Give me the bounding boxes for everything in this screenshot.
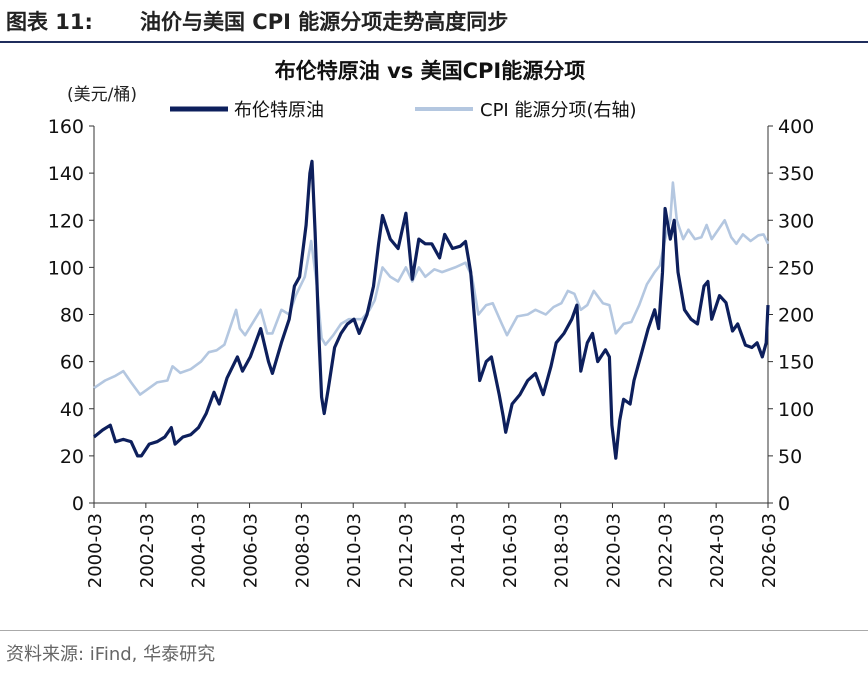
right-tick-label: 200	[778, 305, 814, 327]
left-tick-label: 120	[48, 210, 84, 232]
legend-label-cpi: CPI 能源分项(右轴)	[480, 100, 637, 121]
figure-header: 图表 11: 油价与美国 CPI 能源分项走势高度同步	[0, 0, 868, 43]
legend-label-brent: 布伦特原油	[234, 100, 324, 121]
x-tick-label: 2012-03	[396, 513, 417, 588]
x-tick-label: 2014-03	[448, 513, 469, 588]
figure-caption: 油价与美国 CPI 能源分项走势高度同步	[140, 10, 509, 34]
x-tick-label: 2022-03	[655, 513, 676, 588]
right-tick-label: 350	[778, 163, 814, 185]
x-tick-label: 2008-03	[292, 513, 313, 588]
legend: 布伦特原油 CPI 能源分项(右轴)	[170, 100, 637, 121]
x-tick-label: 2004-03	[189, 513, 210, 588]
x-tick-label: 2020-03	[603, 513, 624, 588]
x-tick-label: 2018-03	[552, 513, 573, 588]
x-tick-label: 2010-03	[344, 513, 365, 588]
x-tick-label: 2002-03	[137, 513, 158, 588]
right-tick-label: 100	[778, 399, 814, 421]
left-tick-label: 0	[72, 493, 84, 515]
footer-rule	[0, 630, 868, 631]
left-tick-label: 60	[60, 352, 84, 374]
left-tick-label: 160	[48, 116, 84, 138]
right-tick-label: 50	[778, 446, 802, 468]
brent-vs-cpi-energy-chart: 布伦特原油 vs 美国CPI能源分项 (美元/桶) 布伦特原油 CPI 能源分项…	[48, 59, 815, 588]
left-tick-label: 80	[60, 305, 84, 327]
brent-line	[92, 159, 770, 460]
x-tick-label: 2006-03	[241, 513, 262, 588]
right-tick-label: 400	[778, 116, 814, 138]
header-rule	[0, 41, 868, 43]
source-note: 资料来源: iFind, 华泰研究	[6, 644, 216, 665]
left-tick-label: 20	[60, 446, 84, 468]
x-tick-label: 2024-03	[707, 513, 728, 588]
cpi-energy-line	[93, 181, 770, 396]
x-tick-label: 2026-03	[759, 513, 780, 588]
left-tick-label: 40	[60, 399, 84, 421]
right-tick-label: 0	[778, 493, 790, 515]
left-tick-label: 100	[48, 257, 84, 279]
chart-title: 布伦特原油 vs 美国CPI能源分项	[275, 59, 585, 83]
right-tick-label: 150	[778, 352, 814, 374]
figure-number: 图表 11:	[6, 10, 93, 34]
left-tick-label: 140	[48, 163, 84, 185]
x-tick-label: 2000-03	[85, 513, 106, 588]
x-tick-label: 2016-03	[500, 513, 521, 588]
plot-area	[92, 159, 770, 460]
right-tick-label: 250	[778, 257, 814, 279]
axes: 0 20 40 60 80 100 120 140 160 0 50 100 150 200 250 300 3…	[48, 116, 815, 588]
left-axis-unit: (美元/桶)	[67, 85, 137, 105]
right-tick-label: 300	[778, 210, 814, 232]
